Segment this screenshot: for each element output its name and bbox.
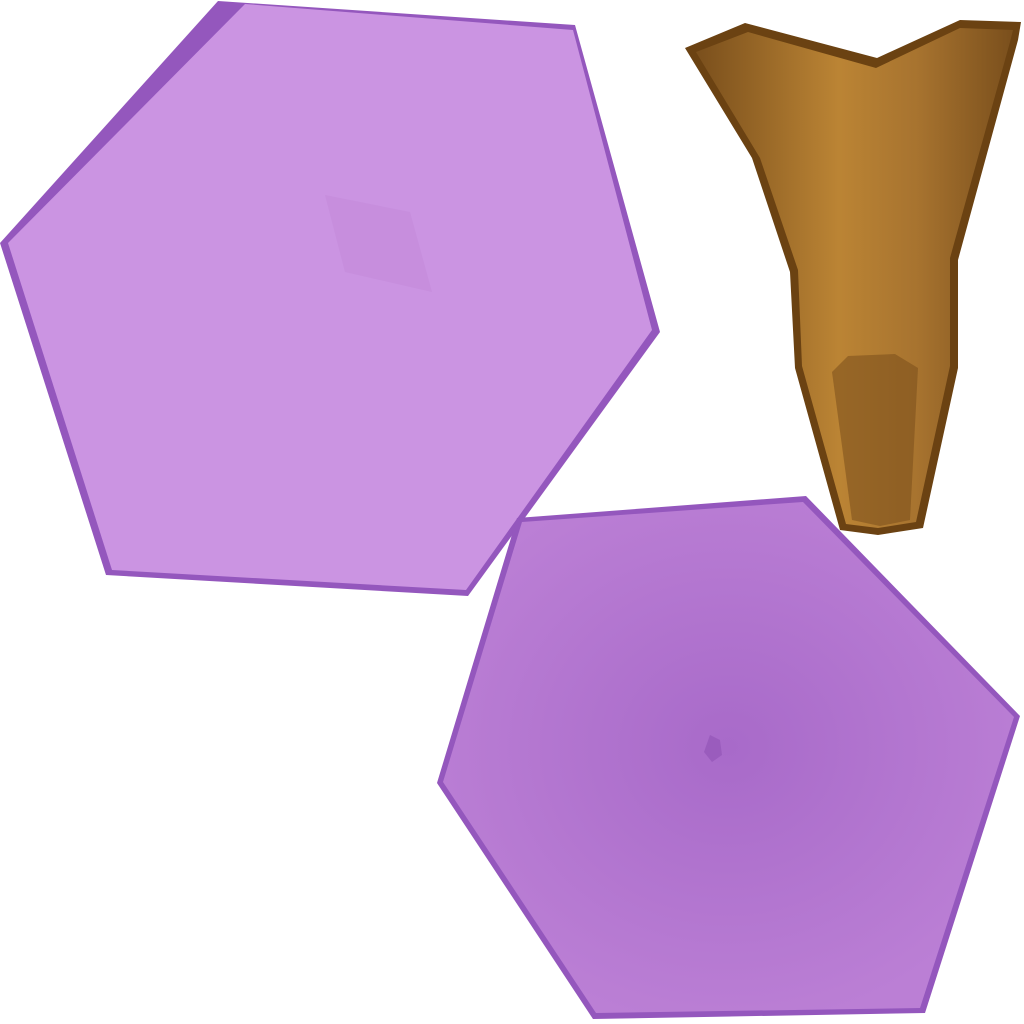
stem-fill (696, 28, 1013, 528)
top-hexagon-center-mark (325, 195, 432, 292)
bottom-hexagon-face (437, 496, 1020, 1019)
stem-lower-shade (832, 354, 918, 526)
bottom-hexagon-center-mark (704, 735, 722, 762)
stem-piece (685, 20, 1021, 535)
top-hexagon-face (0, 1, 660, 596)
bottom-hexagon-fill (443, 502, 1014, 1013)
top-hexagon-fill (8, 4, 652, 590)
